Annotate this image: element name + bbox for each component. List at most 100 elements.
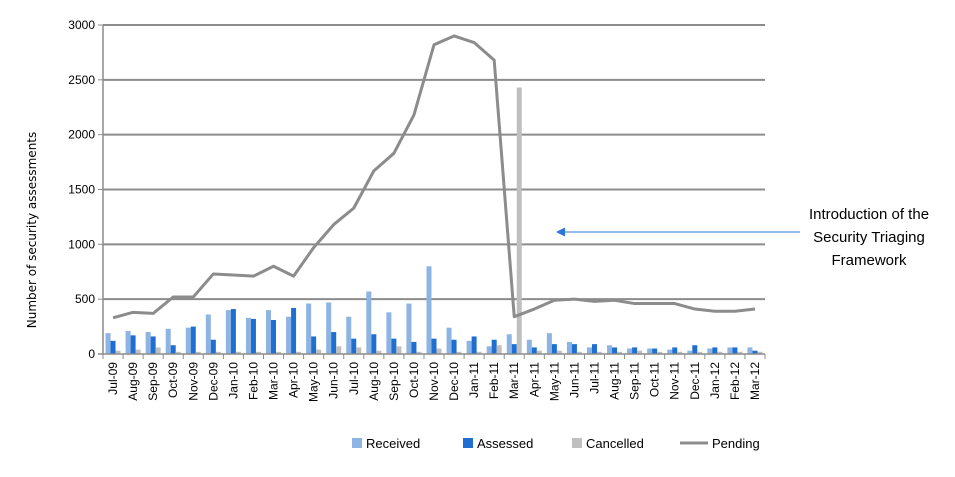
bar-cancelled-nov-09 (195, 351, 201, 354)
bar-cancelled-oct-10 (416, 351, 422, 354)
bar-cancelled-mar-10 (276, 351, 282, 354)
y-tick-label: 500 (75, 292, 95, 306)
bar-received-nov-11 (667, 349, 673, 354)
y-tick-label: 3000 (68, 18, 95, 32)
y-tick-labels: 0 500 1000 1500 2000 2500 3000 (68, 18, 95, 361)
bar-received-aug-10 (366, 291, 372, 354)
pending-line (112, 34, 756, 320)
bar-received-sep-11 (627, 348, 633, 354)
bar-assessed-sep-10 (391, 338, 397, 354)
bar-cancelled-apr-11 (536, 350, 542, 354)
bar-cancelled-jan-12 (717, 351, 723, 354)
bar-received-apr-10 (286, 316, 292, 354)
bar-cancelled-may-10 (316, 349, 322, 354)
y-tick-label: 0 (88, 347, 95, 361)
bar-received-mar-11 (506, 334, 512, 354)
bar-assessed-nov-11 (672, 347, 678, 354)
y-tick-label: 2000 (68, 128, 95, 142)
x-tick-label: Dec-11 (688, 362, 702, 400)
bar-received-oct-09 (165, 328, 171, 354)
bars-layer (105, 87, 763, 354)
bar-cancelled-jan-11 (476, 351, 482, 354)
x-tick-label: Oct-10 (407, 362, 421, 398)
x-tick-label: Sep-09 (146, 362, 160, 401)
bar-cancelled-may-11 (556, 350, 562, 354)
bar-received-jan-11 (466, 340, 472, 354)
bar-cancelled-sep-11 (637, 350, 643, 354)
bar-cancelled-jul-10 (356, 347, 362, 354)
bar-assessed-dec-10 (451, 339, 457, 354)
x-tick-label: Jul-09 (106, 362, 120, 395)
bar-assessed-jan-11 (471, 336, 477, 354)
x-tick-label: Feb-11 (487, 362, 501, 399)
x-tick-label: Sep-11 (628, 362, 642, 400)
bar-received-feb-12 (727, 347, 733, 354)
x-tick-label: Apr-11 (527, 362, 541, 397)
legend-label-cancelled: Cancelled (586, 436, 644, 451)
legend-label-assessed: Assessed (477, 436, 533, 451)
bar-cancelled-jan-10 (235, 351, 241, 354)
bar-cancelled-sep-09 (155, 347, 161, 354)
bar-assessed-jul-10 (351, 338, 357, 354)
x-tick-label: Feb-10 (246, 362, 260, 400)
bar-assessed-oct-10 (411, 341, 417, 354)
annotation-line-3: Framework (831, 252, 907, 269)
x-tick-label: Jan-11 (467, 362, 481, 398)
bar-received-feb-10 (245, 317, 251, 354)
x-tick-label: Dec-10 (447, 362, 461, 401)
bar-cancelled-jul-09 (115, 350, 121, 354)
bar-assessed-nov-10 (431, 338, 437, 354)
bar-cancelled-dec-10 (456, 351, 462, 354)
y-tick-label: 1000 (68, 237, 95, 251)
bar-cancelled-dec-09 (215, 351, 221, 354)
bar-received-jun-11 (566, 341, 572, 354)
x-tick-label: Nov-11 (668, 362, 682, 400)
legend-swatch-received (352, 438, 362, 448)
bar-received-jul-10 (346, 316, 352, 354)
bar-cancelled-dec-11 (697, 351, 703, 354)
bar-cancelled-feb-12 (737, 351, 743, 354)
x-tick-label: May-10 (307, 362, 321, 402)
bar-assessed-may-11 (551, 344, 557, 354)
x-tick-label: Jul-10 (347, 362, 361, 395)
legend-swatch-cancelled (572, 438, 582, 448)
x-tick-label: Jun-11 (567, 362, 581, 398)
bar-assessed-jul-09 (110, 340, 116, 354)
x-tick-label: Apr-10 (287, 362, 301, 398)
pending-line-layer (112, 34, 756, 320)
bar-assessed-nov-09 (190, 326, 196, 354)
x-tick-label: Jul-11 (587, 362, 601, 394)
bar-received-dec-10 (446, 327, 452, 354)
bar-assessed-sep-11 (632, 347, 638, 354)
bar-received-dec-11 (687, 350, 693, 354)
legend-label-received: Received (366, 436, 420, 451)
bar-assessed-aug-09 (130, 335, 136, 354)
bar-received-oct-10 (406, 303, 412, 354)
bar-received-jul-11 (586, 347, 592, 354)
bar-received-mar-12 (747, 347, 753, 354)
bar-received-may-10 (306, 303, 312, 354)
legend-label-pending: Pending (712, 436, 760, 451)
bar-received-nov-09 (185, 327, 191, 354)
bar-received-mar-10 (266, 310, 272, 354)
bar-cancelled-apr-10 (296, 351, 302, 354)
bar-cancelled-oct-11 (657, 351, 663, 354)
y-tick-label: 1500 (68, 183, 95, 197)
bar-cancelled-aug-10 (376, 350, 382, 354)
bar-received-dec-09 (205, 314, 211, 354)
bar-assessed-may-10 (311, 336, 317, 354)
bar-cancelled-jun-10 (336, 346, 342, 354)
annotation-arrowhead (556, 227, 565, 237)
bar-received-sep-10 (386, 312, 392, 354)
bar-assessed-feb-11 (491, 339, 497, 354)
bar-assessed-apr-10 (291, 307, 297, 354)
bar-cancelled-sep-10 (396, 346, 402, 354)
annotation-line-2: Security Triaging (813, 229, 925, 246)
bar-assessed-jul-11 (591, 344, 597, 354)
bar-cancelled-jul-11 (596, 351, 602, 354)
legend: Received Assessed Cancelled Pending (352, 436, 760, 451)
x-tick-label: Aug-10 (367, 362, 381, 401)
y-axis-title: Number of security assessments (25, 132, 39, 329)
